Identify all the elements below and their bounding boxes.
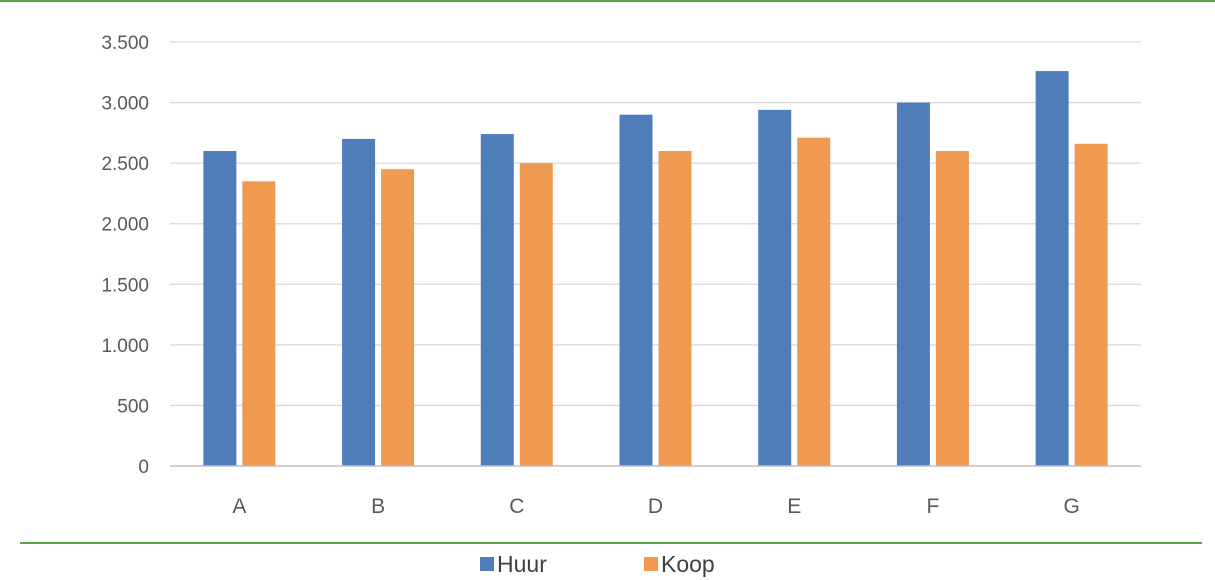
bar-koop-d <box>659 151 692 466</box>
bars <box>203 71 1107 466</box>
legend-swatch-huur <box>480 557 494 571</box>
bar-huur-g <box>1036 71 1069 466</box>
gridlines <box>170 42 1141 405</box>
x-tick-label: E <box>787 495 801 518</box>
x-tick-label: G <box>1063 495 1079 518</box>
bar-huur-c <box>481 134 514 466</box>
legend-label-koop: Koop <box>661 551 715 577</box>
x-tick-label: C <box>509 495 524 518</box>
y-tick-label: 1.000 <box>101 336 149 357</box>
legend-swatch-koop <box>644 557 658 571</box>
bar-huur-f <box>897 103 930 466</box>
x-axis: A B C D E F G <box>232 495 1079 518</box>
y-tick-label: 1.500 <box>101 275 149 296</box>
y-tick-label: 2.500 <box>101 154 149 175</box>
bar-huur-e <box>758 110 791 466</box>
x-tick-label: F <box>927 495 940 518</box>
y-tick-label: 3.000 <box>101 94 149 115</box>
x-tick-label: D <box>648 495 663 518</box>
bar-koop-f <box>936 151 969 466</box>
bar-huur-b <box>342 139 375 466</box>
bar-koop-g <box>1075 144 1108 466</box>
y-tick-label: 3.500 <box>101 33 149 54</box>
bar-koop-c <box>520 163 553 466</box>
bar-koop-e <box>797 138 830 466</box>
legend-label-huur: Huur <box>497 551 547 577</box>
bar-koop-b <box>381 169 414 466</box>
bar-koop-a <box>242 181 275 466</box>
bar-huur-d <box>620 115 653 466</box>
y-tick-label: 0 <box>138 457 149 478</box>
bar-huur-a <box>203 151 236 466</box>
y-tick-label: 2.000 <box>101 215 149 236</box>
y-axis: 0 500 1.000 1.500 2.000 2.500 3.000 3.500 <box>101 33 149 478</box>
x-tick-label: A <box>232 495 246 518</box>
legend: Huur Koop <box>480 551 715 577</box>
x-tick-label: B <box>371 495 385 518</box>
y-tick-label: 500 <box>117 396 149 417</box>
